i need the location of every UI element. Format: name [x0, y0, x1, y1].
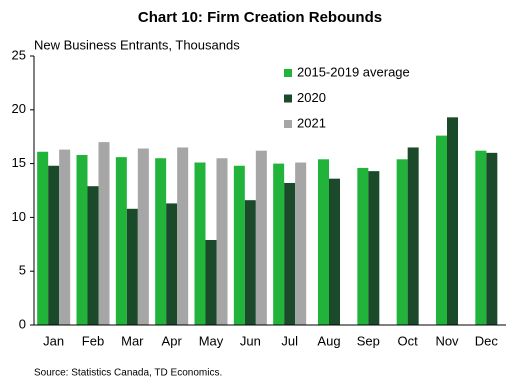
y-tick-label: 15 — [12, 155, 26, 170]
x-tick-label: Feb — [82, 333, 104, 348]
bar — [396, 159, 408, 325]
bar — [329, 178, 340, 325]
chart-title: Chart 10: Firm Creation Rebounds — [138, 9, 382, 26]
bar — [244, 200, 256, 325]
x-tick-label: Mar — [121, 333, 144, 348]
legend-swatch — [284, 120, 292, 128]
bar — [126, 208, 138, 325]
legend-swatch — [284, 94, 292, 103]
x-tick-label: Apr — [162, 333, 183, 348]
x-tick-label: Jan — [43, 333, 64, 348]
x-tick-label: Sep — [357, 333, 380, 348]
bar — [87, 186, 99, 325]
bar — [137, 148, 149, 325]
y-tick-label: 20 — [12, 101, 26, 116]
legend-label: 2021 — [297, 115, 326, 130]
bar — [318, 159, 329, 325]
bar — [59, 149, 71, 325]
x-tick-label: Oct — [398, 333, 419, 348]
bar — [486, 152, 498, 325]
bar — [295, 162, 307, 325]
bar — [216, 158, 228, 325]
x-tick-label: Jul — [281, 333, 298, 348]
bar — [155, 158, 167, 325]
bar — [115, 157, 127, 325]
bar — [37, 151, 49, 325]
source-note: Source: Statistics Canada, TD Economics. — [34, 368, 222, 379]
bar — [233, 165, 245, 325]
bar — [166, 203, 178, 325]
x-tick-label: Aug — [317, 333, 340, 348]
bar — [177, 147, 189, 325]
x-tick-label: Nov — [435, 333, 459, 348]
bar — [255, 150, 267, 325]
bar — [76, 154, 88, 325]
bar — [368, 171, 380, 325]
y-tick-label: 5 — [19, 263, 26, 278]
legend-label: 2020 — [297, 90, 326, 105]
y-tick-label: 25 — [12, 47, 26, 62]
chart-subtitle: New Business Entrants, Thousands — [34, 37, 240, 52]
bar — [436, 135, 447, 325]
bar — [284, 182, 296, 325]
legend-label: 2015-2019 average — [297, 64, 410, 79]
bar — [205, 239, 217, 325]
bar — [273, 163, 285, 325]
y-tick-label: 10 — [12, 209, 26, 224]
x-tick-label: Dec — [475, 333, 499, 348]
x-tick-label: May — [199, 333, 224, 348]
bar — [357, 167, 369, 325]
bar — [194, 162, 206, 325]
x-tick-label: Jun — [240, 333, 261, 348]
bar — [475, 150, 487, 325]
bar — [407, 147, 419, 325]
bar — [447, 117, 458, 325]
y-tick-label: 0 — [19, 316, 26, 331]
bar — [98, 142, 110, 325]
bar — [48, 165, 60, 325]
legend-swatch — [284, 69, 292, 77]
